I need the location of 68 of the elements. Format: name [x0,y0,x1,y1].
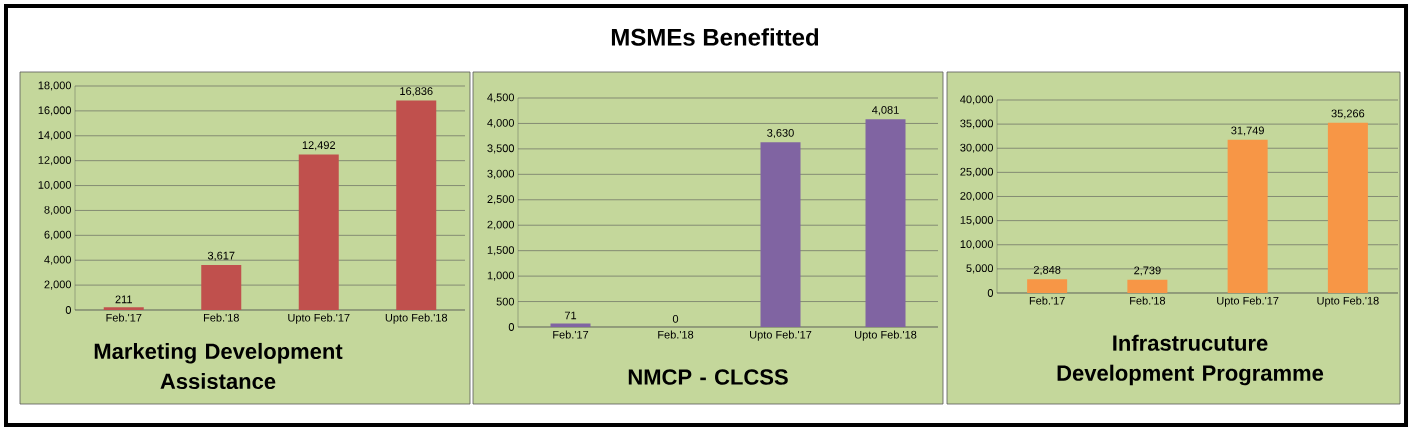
y-tick-label: 4,000 [44,255,72,265]
y-tick-label: 0 [508,323,515,331]
y-tick-label: 0 [987,289,994,297]
y-tick-label: 25,000 [960,167,994,177]
data-label: 12,492 [302,141,336,151]
bar [298,154,339,310]
y-tick-label: 35,000 [960,119,994,129]
x-tick-label: Upto Feb.'18 [385,313,448,324]
text: Marketing Development Assistance [94,342,343,390]
y-tick-label: 6,000 [44,230,72,240]
x-tick-label: Feb.'17 [553,330,589,339]
text: Infrastrucuture Development Programme [1057,334,1324,386]
data-label: 0 [672,315,679,323]
y-tick-label: 3,000 [487,169,515,179]
y-tick-label: 5,000 [966,264,994,274]
bar [201,264,242,310]
x-tick-label: Feb.'18 [1130,296,1166,305]
data-label: 31,749 [1231,126,1264,136]
bar [865,119,906,327]
y-tick-label: 2,000 [487,220,515,230]
y-tick-label: 500 [496,297,515,306]
data-label: 35,266 [1331,109,1365,119]
data-label: 211 [115,295,132,304]
text: NMCP - CLCSS [628,369,788,385]
y-tick-label: 16,000 [38,106,72,116]
x-tick-label: Upto Feb.'17 [1217,296,1279,307]
y-tick-label: 15,000 [960,216,994,226]
x-tick-label: Feb.'17 [1029,296,1065,305]
bar [1127,279,1168,293]
data-label: 71 [564,311,577,320]
y-tick-label: 1,000 [487,271,515,281]
y-tick-label: 8,000 [44,205,72,215]
y-tick-label: 12,000 [38,156,72,166]
data-label: 16,836 [400,87,433,97]
y-tick-label: 3,500 [487,144,515,154]
bar [550,323,591,327]
y-tick-label: 20,000 [960,191,994,202]
bar [103,307,144,310]
y-tick-label: 4,500 [487,93,515,103]
x-tick-label: Upto Feb.'18 [855,330,917,341]
y-tick-label: 2,500 [487,195,515,205]
y-tick-label: 1,500 [487,246,515,256]
bar [1027,279,1068,293]
x-tick-label: Feb.'18 [658,330,694,339]
y-tick-label: 18,000 [38,81,72,91]
data-label: 2,848 [1033,265,1061,276]
y-tick-label: 30,000 [960,143,994,153]
x-tick-label: Upto Feb.'17 [750,330,812,341]
y-tick-label: 14,000 [38,131,72,141]
y-tick-label: 0 [65,306,72,314]
y-tick-label: 10,000 [38,181,72,191]
text: MSMEs Benefitted [611,28,819,46]
bar [760,142,801,327]
data-label: 3,630 [767,129,794,139]
data-label: 4,081 [872,106,899,116]
x-tick-label: Feb.'18 [203,313,239,322]
data-label: 2,739 [1134,266,1161,276]
y-tick-label: 10,000 [960,240,994,250]
bar [1327,122,1368,293]
y-tick-label: 2,000 [44,280,72,290]
bar [396,100,437,310]
x-tick-label: Feb.'17 [106,313,142,322]
data-label: 3,617 [207,251,235,261]
y-tick-label: 40,000 [960,95,994,105]
x-tick-label: Upto Feb.'17 [288,313,350,324]
y-tick-label: 4,000 [487,118,515,128]
x-tick-label: Upto Feb.'18 [1317,296,1379,307]
bar [1227,139,1268,293]
